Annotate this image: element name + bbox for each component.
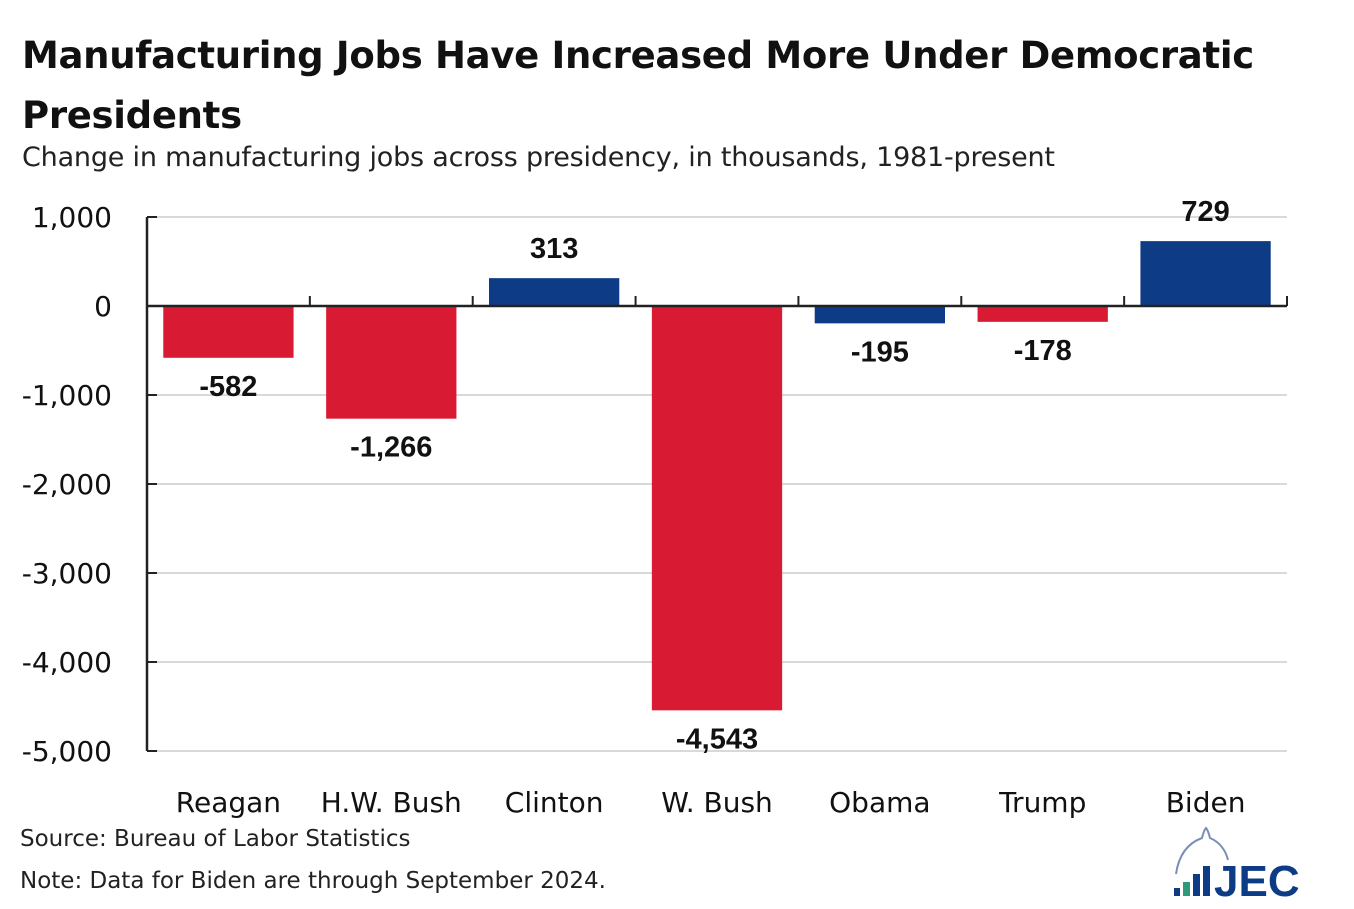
bar-h-w-bush (326, 306, 457, 419)
y-tick-label: 1,000 (32, 201, 112, 234)
data-label: -178 (1014, 335, 1072, 367)
bar-w-bush (651, 306, 783, 711)
x-tick-label: H.W. Bush (321, 786, 462, 819)
x-tick-label: Obama (829, 786, 930, 819)
y-tick-label: -1,000 (22, 379, 112, 412)
data-label: -195 (851, 336, 909, 368)
y-tick-label: 0 (94, 290, 112, 323)
bar-trump (977, 306, 1108, 322)
chart-title: Manufacturing Jobs Have Increased More U… (22, 34, 1254, 137)
data-label: -4,543 (676, 723, 758, 755)
bar-obama (814, 306, 945, 324)
data-note: Note: Data for Biden are through Septemb… (20, 868, 606, 894)
bar-clinton (489, 278, 620, 306)
bar-reagan (163, 306, 294, 358)
data-label: -582 (199, 371, 257, 403)
data-label: -1,266 (350, 432, 432, 464)
y-tick-label: -2,000 (22, 468, 112, 501)
y-tick-label: -3,000 (22, 557, 112, 590)
x-tick-label: Biden (1166, 786, 1246, 819)
x-tick-label: Reagan (176, 786, 281, 819)
x-tick-label: W. Bush (661, 786, 773, 819)
source-note: Source: Bureau of Labor Statistics (20, 826, 411, 852)
data-label: 313 (530, 233, 578, 265)
chart-subtitle: Change in manufacturing jobs across pres… (22, 142, 1055, 173)
y-tick-label: -5,000 (22, 735, 112, 768)
bar-biden (1140, 241, 1271, 306)
jec-logo: JEC (1168, 826, 1338, 906)
y-tick-label: -4,000 (22, 646, 112, 679)
data-label: 729 (1181, 196, 1229, 228)
x-tick-label: Trump (998, 786, 1086, 819)
x-tick-label: Clinton (505, 786, 604, 819)
logo-text: JEC (1214, 857, 1300, 901)
